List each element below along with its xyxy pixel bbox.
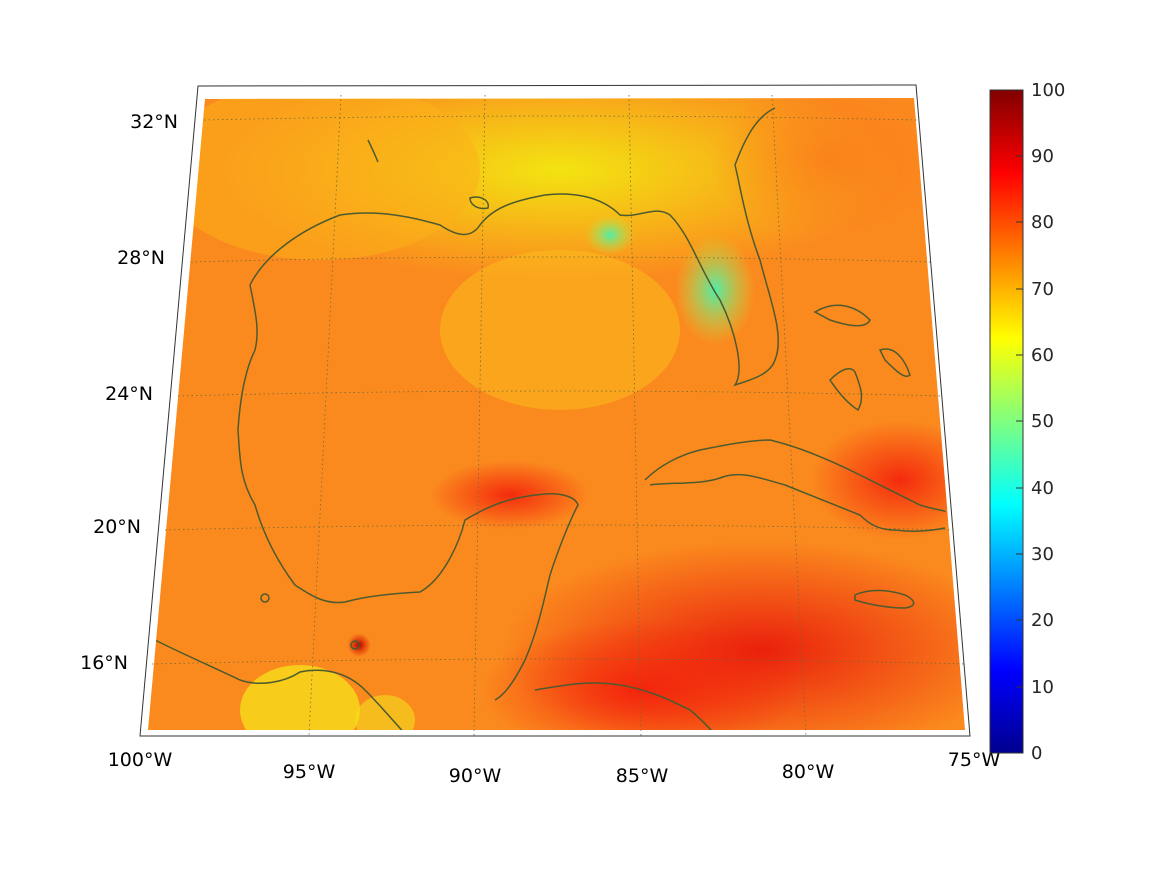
- lon-label-75: 75°W: [948, 749, 1001, 771]
- map-frame: [139, 84, 971, 737]
- colorbar-label-20: 20: [1031, 610, 1054, 631]
- lon-label-90: 90°W: [449, 765, 502, 787]
- colorbar-label-10: 10: [1031, 677, 1054, 698]
- colorbar-label-60: 60: [1031, 345, 1054, 366]
- data-field: [148, 98, 965, 730]
- lon-label-85: 85°W: [616, 765, 669, 787]
- lon-label-100: 100°W: [108, 749, 173, 771]
- lon-label-80: 80°W: [782, 761, 835, 783]
- latitude-labels: 32°N 28°N 24°N 20°N 16°N: [80, 111, 178, 674]
- colorbar-label-70: 70: [1031, 279, 1054, 300]
- longitude-labels: 100°W 95°W 90°W 85°W 80°W 75°W: [108, 749, 1001, 787]
- lat-label-20: 20°N: [93, 516, 141, 538]
- colorbar-label-30: 30: [1031, 544, 1054, 565]
- colorbar-gradient: [989, 89, 1024, 754]
- colorbar-label-0: 0: [1031, 743, 1042, 764]
- colorbar-label-50: 50: [1031, 411, 1054, 432]
- lat-label-32: 32°N: [130, 111, 178, 133]
- lat-label-16: 16°N: [80, 652, 128, 674]
- colorbar-label-100: 100: [1031, 80, 1065, 101]
- graticule: [151, 94, 967, 737]
- colorbar-label-90: 90: [1031, 146, 1054, 167]
- lon-label-95: 95°W: [283, 761, 336, 783]
- colorbar-label-40: 40: [1031, 478, 1054, 499]
- colorbar-ticks: [1016, 155, 1023, 688]
- colorbar: 100 90 80 70 60 50 40 30 20 10 0: [989, 80, 1065, 764]
- colorbar-labels: 100 90 80 70 60 50 40 30 20 10 0: [1031, 80, 1065, 764]
- lat-label-24: 24°N: [105, 383, 153, 405]
- colorbar-label-80: 80: [1031, 212, 1054, 233]
- lat-label-28: 28°N: [117, 247, 165, 269]
- coastlines: [154, 107, 946, 730]
